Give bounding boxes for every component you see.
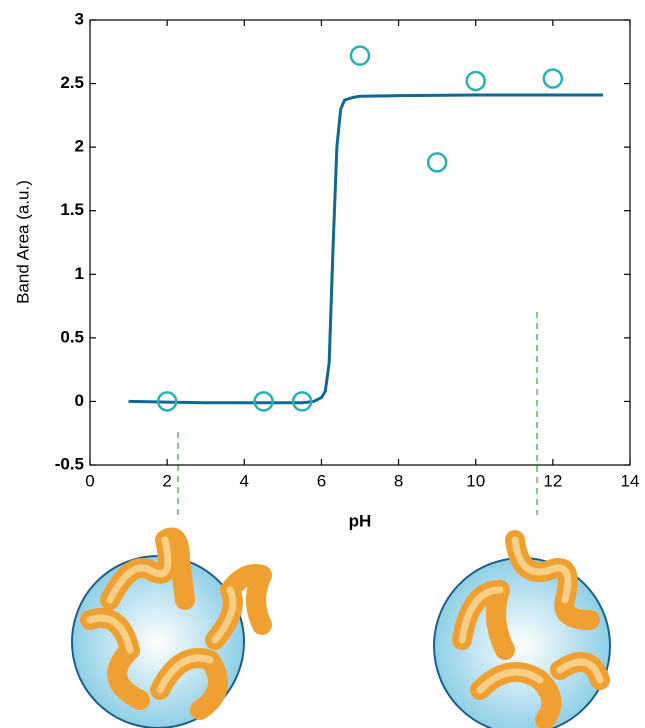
y-tick-label: 0.5 — [60, 327, 84, 346]
y-tick-label: 0 — [75, 391, 84, 410]
x-tick-label: 6 — [317, 471, 326, 490]
data-point — [349, 45, 371, 66]
x-tick-label: 2 — [162, 471, 171, 490]
illustrations — [71, 312, 611, 728]
data-point — [156, 391, 178, 412]
y-axis-label: Band Area (a.u.) — [13, 180, 32, 304]
x-tick-label: 0 — [85, 471, 94, 490]
fit-line — [128, 93, 603, 405]
y-tick-label: 1.5 — [60, 200, 84, 219]
y-tick-label: 3 — [75, 9, 84, 28]
data-point — [465, 70, 486, 92]
x-tick-label: 12 — [543, 471, 562, 490]
y-tick-label: 2.5 — [60, 73, 84, 92]
x-tick-label: 14 — [621, 471, 640, 490]
x-tick-label: 8 — [394, 471, 403, 490]
y-tick-label: 1 — [75, 264, 84, 283]
data-point — [291, 391, 313, 412]
x-tick-label: 4 — [240, 471, 249, 490]
polymer-chains — [452, 530, 610, 728]
y-tick-label: -0.5 — [55, 454, 84, 473]
data-point — [542, 68, 564, 89]
x-axis-label: pH — [349, 511, 372, 530]
data-point — [426, 152, 448, 173]
polymer-chains — [80, 527, 272, 720]
plot-frame — [89, 19, 631, 466]
x-tick-label: 10 — [466, 471, 485, 490]
y-tick-label: 2 — [75, 137, 84, 156]
data-point — [253, 391, 274, 412]
